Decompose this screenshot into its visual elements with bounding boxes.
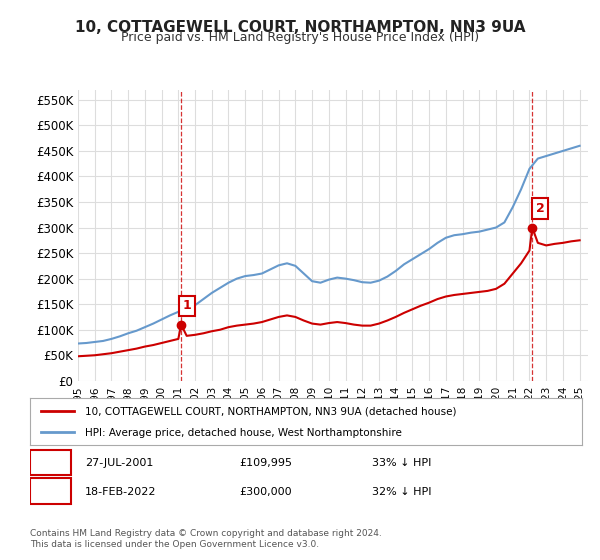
Text: 32% ↓ HPI: 32% ↓ HPI (372, 487, 432, 497)
FancyBboxPatch shape (30, 450, 71, 475)
Text: 2: 2 (536, 202, 544, 215)
FancyBboxPatch shape (30, 478, 71, 504)
Text: 33% ↓ HPI: 33% ↓ HPI (372, 458, 431, 468)
Text: 1: 1 (47, 458, 55, 468)
Text: 10, COTTAGEWELL COURT, NORTHAMPTON, NN3 9UA: 10, COTTAGEWELL COURT, NORTHAMPTON, NN3 … (75, 20, 525, 35)
Text: £300,000: £300,000 (240, 487, 292, 497)
Text: HPI: Average price, detached house, West Northamptonshire: HPI: Average price, detached house, West… (85, 428, 402, 438)
Text: £109,995: £109,995 (240, 458, 293, 468)
Text: 27-JUL-2001: 27-JUL-2001 (85, 458, 154, 468)
Text: Contains HM Land Registry data © Crown copyright and database right 2024.
This d: Contains HM Land Registry data © Crown c… (30, 529, 382, 549)
Text: 18-FEB-2022: 18-FEB-2022 (85, 487, 157, 497)
Text: 2: 2 (47, 487, 55, 497)
Text: Price paid vs. HM Land Registry's House Price Index (HPI): Price paid vs. HM Land Registry's House … (121, 31, 479, 44)
Text: 1: 1 (183, 299, 191, 312)
Text: 10, COTTAGEWELL COURT, NORTHAMPTON, NN3 9UA (detached house): 10, COTTAGEWELL COURT, NORTHAMPTON, NN3 … (85, 407, 457, 417)
